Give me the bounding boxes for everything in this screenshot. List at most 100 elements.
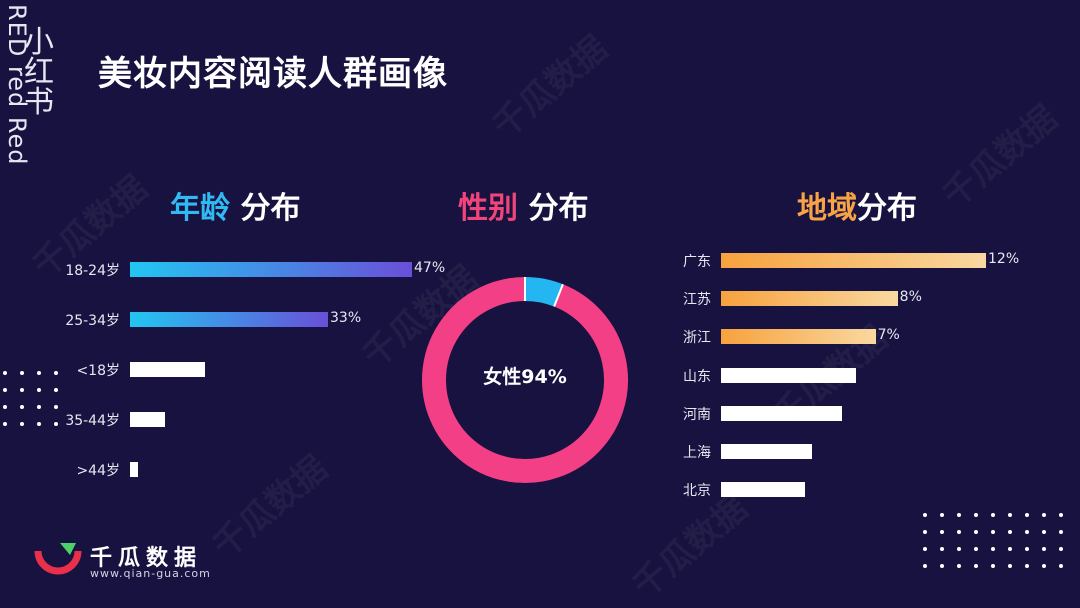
bar-category-label: 广东 <box>683 254 711 270</box>
decoration-dot <box>923 564 927 568</box>
bar <box>721 405 843 421</box>
brand-vertical-en: RED red Red <box>3 4 31 166</box>
decoration-dot <box>991 513 995 517</box>
age-section-accent: 年龄 <box>170 191 230 226</box>
decoration-dot <box>3 422 7 426</box>
decoration-dot <box>957 530 961 534</box>
qiangua-logo-icon <box>34 543 82 575</box>
age-section-title: 年龄 分布 <box>170 183 300 227</box>
logo-url: www.qian-gua.com <box>90 567 211 580</box>
decoration-dot <box>991 530 995 534</box>
bar-category-label: 山东 <box>683 368 711 385</box>
bar <box>721 253 986 268</box>
decoration-dot <box>957 513 961 517</box>
decoration-dot <box>1008 547 1012 551</box>
bar-category-label: 北京 <box>683 483 711 500</box>
decoration-dot <box>1025 547 1029 551</box>
dot-grid-decoration <box>3 371 58 426</box>
watermark: 千瓜数据 <box>625 488 756 607</box>
bar-category-label: 25-34岁 <box>65 313 120 329</box>
decoration-dot <box>54 422 58 426</box>
decoration-dot <box>940 530 944 534</box>
bar-category-label: >44岁 <box>76 463 120 479</box>
donut-slice-male <box>524 277 563 307</box>
decoration-dot <box>1042 530 1046 534</box>
decoration-dot <box>1059 530 1063 534</box>
decoration-dot <box>1025 530 1029 534</box>
decoration-dot <box>957 547 961 551</box>
bar <box>130 362 205 377</box>
bar-category-label: 浙江 <box>683 330 711 347</box>
decoration-dot <box>3 371 7 375</box>
bar <box>721 367 856 383</box>
decoration-dot <box>1042 564 1046 568</box>
decoration-dot <box>20 405 24 409</box>
bar-category-label: 35-44岁 <box>65 413 120 429</box>
decoration-dot <box>991 564 995 568</box>
age-section-rest: 分布 <box>240 191 301 226</box>
bar-category-label: 18-24岁 <box>65 263 120 279</box>
decoration-dot <box>923 513 927 517</box>
decoration-dot <box>3 388 7 392</box>
decoration-dot <box>1025 564 1029 568</box>
decoration-dot <box>1042 513 1046 517</box>
logo-name: 千瓜数据 <box>90 546 203 571</box>
bar <box>130 262 412 277</box>
decoration-dot <box>923 547 927 551</box>
region-section-rest: 分布 <box>857 191 917 226</box>
decoration-dot <box>1059 547 1063 551</box>
bar-value-label: 12% <box>988 251 1020 267</box>
decoration-dot <box>940 564 944 568</box>
bar-value-label: 8% <box>899 289 922 306</box>
gender-section-title: 性别 分布 <box>458 183 588 227</box>
donut-center-label: 女性94% <box>483 366 567 388</box>
decoration-dot <box>923 530 927 534</box>
region-section-title: 地域分布 <box>797 183 917 227</box>
brand-vertical-cn: 小红书 <box>24 25 54 120</box>
dot-grid-decoration <box>923 513 1063 568</box>
decoration-dot <box>974 530 978 534</box>
region-section-accent: 地域 <box>797 191 857 226</box>
decoration-dot <box>940 513 944 517</box>
decoration-dot <box>3 405 7 409</box>
bar <box>721 329 876 345</box>
decoration-dot <box>974 547 978 551</box>
watermark: 千瓜数据 <box>485 28 616 147</box>
decoration-dot <box>54 388 58 392</box>
bar-value-label: 7% <box>877 327 900 344</box>
bar <box>721 444 812 459</box>
decoration-dot <box>54 405 58 409</box>
decoration-dot <box>974 564 978 568</box>
decoration-dot <box>940 547 944 551</box>
bar-category-label: 河南 <box>683 406 711 423</box>
bar-value-label: 33% <box>330 310 362 326</box>
donut-slice-female <box>422 277 628 483</box>
donut-separator <box>553 283 564 307</box>
decoration-dot <box>37 405 41 409</box>
decoration-dot <box>20 388 24 392</box>
bar-category-label: 上海 <box>683 445 711 461</box>
decoration-dot <box>20 371 24 375</box>
decoration-dot <box>37 371 41 375</box>
bar <box>721 291 898 307</box>
gender-section-rest: 分布 <box>528 191 589 226</box>
bar <box>130 462 139 477</box>
decoration-dot <box>37 422 41 426</box>
decoration-dot <box>37 388 41 392</box>
bar-category-label: 江苏 <box>683 292 711 309</box>
bar <box>721 482 805 498</box>
decoration-dot <box>20 422 24 426</box>
decoration-dot <box>1008 513 1012 517</box>
decoration-dot <box>991 547 995 551</box>
decoration-dot <box>1008 564 1012 568</box>
watermark: 千瓜数据 <box>205 448 336 567</box>
decoration-dot <box>1008 530 1012 534</box>
bar <box>130 412 166 427</box>
gender-donut-chart <box>422 277 628 483</box>
decoration-dot <box>1059 564 1063 568</box>
decoration-dot <box>1025 513 1029 517</box>
decoration-dot <box>1059 513 1063 517</box>
decoration-dot <box>54 371 58 375</box>
bar <box>130 312 328 327</box>
page-title: 美妆内容阅读人群画像 <box>98 54 448 94</box>
